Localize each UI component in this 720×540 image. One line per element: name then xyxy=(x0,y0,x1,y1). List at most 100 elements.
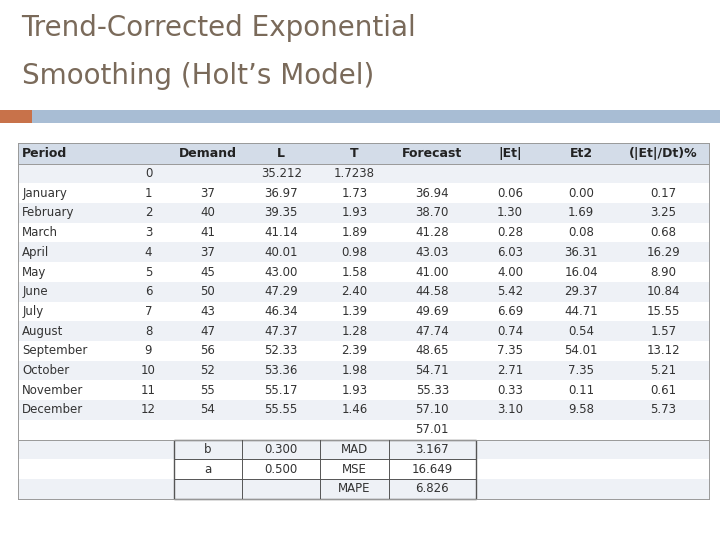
Text: 8.90: 8.90 xyxy=(650,266,676,279)
Text: Period: Period xyxy=(22,147,68,160)
Bar xyxy=(18,380,709,400)
Text: (|Et|/Dt)%: (|Et|/Dt)% xyxy=(629,147,698,160)
Bar xyxy=(18,164,709,184)
Text: 54.71: 54.71 xyxy=(415,364,449,377)
Text: 55.33: 55.33 xyxy=(415,384,449,397)
Text: 1.57: 1.57 xyxy=(650,325,677,338)
Text: 29.37: 29.37 xyxy=(564,285,598,298)
Text: July: July xyxy=(22,305,44,318)
Text: 2: 2 xyxy=(145,206,152,219)
Text: 0: 0 xyxy=(145,167,152,180)
Text: 46.34: 46.34 xyxy=(264,305,298,318)
Text: 11: 11 xyxy=(141,384,156,397)
Bar xyxy=(18,143,709,164)
Bar xyxy=(18,223,709,242)
Text: 8: 8 xyxy=(145,325,152,338)
Text: 0.28: 0.28 xyxy=(497,226,523,239)
Text: 1.7238: 1.7238 xyxy=(334,167,375,180)
Text: 52: 52 xyxy=(201,364,215,377)
Text: 52.33: 52.33 xyxy=(264,345,298,357)
Text: 37: 37 xyxy=(201,187,215,200)
Text: 2.71: 2.71 xyxy=(497,364,523,377)
Text: 48.65: 48.65 xyxy=(415,345,449,357)
Text: 1.93: 1.93 xyxy=(341,384,367,397)
Text: Trend-Corrected Exponential: Trend-Corrected Exponential xyxy=(22,14,416,42)
Text: MSE: MSE xyxy=(342,463,367,476)
Text: 43: 43 xyxy=(201,305,215,318)
Text: 1.58: 1.58 xyxy=(341,266,367,279)
Text: 0.33: 0.33 xyxy=(497,384,523,397)
Bar xyxy=(18,479,709,499)
Bar xyxy=(18,242,709,262)
Text: 10: 10 xyxy=(141,364,156,377)
Text: 1.28: 1.28 xyxy=(341,325,367,338)
Text: 0.300: 0.300 xyxy=(264,443,298,456)
Text: 0.00: 0.00 xyxy=(568,187,594,200)
Text: 54: 54 xyxy=(201,403,215,416)
Text: 3.167: 3.167 xyxy=(415,443,449,456)
Text: |Et|: |Et| xyxy=(498,147,522,160)
Text: 47: 47 xyxy=(200,325,215,338)
Text: 5.21: 5.21 xyxy=(650,364,677,377)
Text: April: April xyxy=(22,246,50,259)
Text: 0.08: 0.08 xyxy=(568,226,594,239)
Text: October: October xyxy=(22,364,70,377)
Text: 16.649: 16.649 xyxy=(412,463,453,476)
Text: 39.35: 39.35 xyxy=(264,206,298,219)
Text: November: November xyxy=(22,384,84,397)
Text: 1.30: 1.30 xyxy=(497,206,523,219)
Text: 1: 1 xyxy=(145,187,152,200)
Text: 15.55: 15.55 xyxy=(647,305,680,318)
Text: 7.35: 7.35 xyxy=(568,364,594,377)
Text: 44.58: 44.58 xyxy=(415,285,449,298)
Text: Et2: Et2 xyxy=(570,147,593,160)
Text: 0.74: 0.74 xyxy=(497,325,523,338)
Text: 54.01: 54.01 xyxy=(564,345,598,357)
Bar xyxy=(18,301,709,321)
Text: 0.500: 0.500 xyxy=(264,463,298,476)
Text: 0.11: 0.11 xyxy=(568,384,594,397)
Text: January: January xyxy=(22,187,67,200)
Text: 53.36: 53.36 xyxy=(264,364,298,377)
Bar xyxy=(18,440,709,459)
Bar xyxy=(18,203,709,222)
Text: 1.93: 1.93 xyxy=(341,206,367,219)
Text: August: August xyxy=(22,325,63,338)
Text: 3: 3 xyxy=(145,226,152,239)
Text: MAPE: MAPE xyxy=(338,482,371,495)
Text: 57.10: 57.10 xyxy=(415,403,449,416)
Text: MAD: MAD xyxy=(341,443,368,456)
Text: 3.25: 3.25 xyxy=(650,206,676,219)
Text: February: February xyxy=(22,206,75,219)
Bar xyxy=(32,110,720,123)
Bar xyxy=(18,400,709,420)
Text: 0.54: 0.54 xyxy=(568,325,594,338)
Text: 47.29: 47.29 xyxy=(264,285,298,298)
Text: 10.84: 10.84 xyxy=(647,285,680,298)
Text: 5: 5 xyxy=(145,266,152,279)
Text: 57.01: 57.01 xyxy=(415,423,449,436)
Text: 1.46: 1.46 xyxy=(341,403,368,416)
Text: 13.12: 13.12 xyxy=(647,345,680,357)
Text: 44.71: 44.71 xyxy=(564,305,598,318)
Text: 6.03: 6.03 xyxy=(497,246,523,259)
Text: 4.00: 4.00 xyxy=(497,266,523,279)
Text: 9: 9 xyxy=(145,345,152,357)
Text: 3.10: 3.10 xyxy=(497,403,523,416)
Text: 47.74: 47.74 xyxy=(415,325,449,338)
Bar xyxy=(18,361,709,380)
Text: December: December xyxy=(22,403,84,416)
Bar xyxy=(18,262,709,282)
Text: 0.61: 0.61 xyxy=(650,384,677,397)
Text: 4: 4 xyxy=(145,246,152,259)
Text: 6.69: 6.69 xyxy=(497,305,523,318)
Text: 12: 12 xyxy=(141,403,156,416)
Bar xyxy=(18,321,709,341)
Text: Demand: Demand xyxy=(179,147,237,160)
Text: 1.98: 1.98 xyxy=(341,364,367,377)
Text: 41.14: 41.14 xyxy=(264,226,298,239)
Text: 6.826: 6.826 xyxy=(415,482,449,495)
Text: 55: 55 xyxy=(201,384,215,397)
Text: Smoothing (Holt’s Model): Smoothing (Holt’s Model) xyxy=(22,62,374,90)
Text: March: March xyxy=(22,226,58,239)
